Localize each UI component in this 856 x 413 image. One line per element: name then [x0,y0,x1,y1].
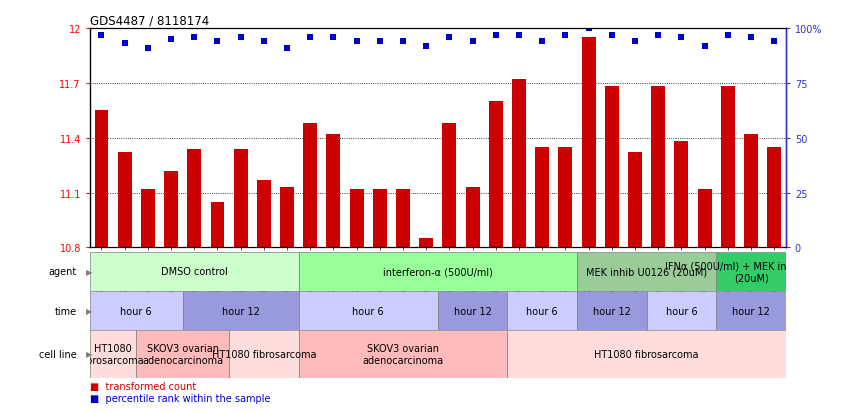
Text: DMSO control: DMSO control [161,266,228,277]
Text: hour 6: hour 6 [666,306,698,316]
Bar [90,252,299,291]
Text: hour 6: hour 6 [121,306,152,316]
Bar [508,291,577,330]
Bar [716,252,786,291]
Text: ■  transformed count: ■ transformed count [90,381,196,391]
Bar [646,291,716,330]
Bar [721,87,734,248]
Text: GDS4487 / 8118174: GDS4487 / 8118174 [90,15,209,28]
Bar [396,190,410,248]
Bar [299,291,438,330]
Text: MEK inhib U0126 (20uM): MEK inhib U0126 (20uM) [586,266,707,277]
Bar [299,252,577,291]
Bar [628,153,642,248]
Text: HT1080
fibrosarcoma: HT1080 fibrosarcoma [81,343,145,365]
Bar [716,291,786,330]
Text: ▶: ▶ [86,350,92,358]
Bar [535,147,550,248]
Text: hour 12: hour 12 [732,306,770,316]
Text: time: time [55,306,77,316]
Bar [605,87,619,248]
Bar [675,142,688,248]
Text: hour 12: hour 12 [593,306,631,316]
Text: cell line: cell line [39,349,77,359]
Bar [744,135,758,248]
Bar [577,291,646,330]
Bar [558,147,573,248]
Bar [136,330,229,378]
Bar [512,80,526,248]
Bar [489,102,502,248]
Bar [443,124,456,248]
Bar [466,188,479,248]
Text: IFNα (500U/ml) + MEK inhib U0126
(20uM): IFNα (500U/ml) + MEK inhib U0126 (20uM) [665,261,837,282]
Bar [280,188,294,248]
Bar [90,330,136,378]
Text: SKOV3 ovarian
adenocarcinoma: SKOV3 ovarian adenocarcinoma [362,343,443,365]
Bar [118,153,132,248]
Bar [577,252,716,291]
Bar [303,124,318,248]
Bar [187,149,201,248]
Text: hour 6: hour 6 [353,306,384,316]
Bar [373,190,387,248]
Bar [211,202,224,248]
Text: ▶: ▶ [86,267,92,276]
Bar [508,330,786,378]
Bar [299,330,508,378]
Bar [164,171,178,248]
Text: ■  percentile rank within the sample: ■ percentile rank within the sample [90,393,270,403]
Bar [326,135,341,248]
Bar [437,291,508,330]
Bar [234,149,247,248]
Bar [90,291,182,330]
Text: hour 12: hour 12 [454,306,491,316]
Text: hour 12: hour 12 [222,306,259,316]
Text: hour 6: hour 6 [526,306,558,316]
Bar [350,190,364,248]
Bar [229,330,299,378]
Bar [257,180,270,248]
Text: ▶: ▶ [86,306,92,315]
Bar [94,111,109,248]
Text: agent: agent [49,266,77,277]
Text: interferon-α (500U/ml): interferon-α (500U/ml) [383,266,493,277]
Text: SKOV3 ovarian
adenocarcinoma: SKOV3 ovarian adenocarcinoma [142,343,223,365]
Text: HT1080 fibrosarcoma: HT1080 fibrosarcoma [594,349,698,359]
Bar [419,239,433,248]
Bar [651,87,665,248]
Bar [582,38,596,248]
Bar [698,190,711,248]
Bar [767,147,782,248]
Bar [141,190,155,248]
Bar [182,291,299,330]
Text: HT1080 fibrosarcoma: HT1080 fibrosarcoma [211,349,316,359]
